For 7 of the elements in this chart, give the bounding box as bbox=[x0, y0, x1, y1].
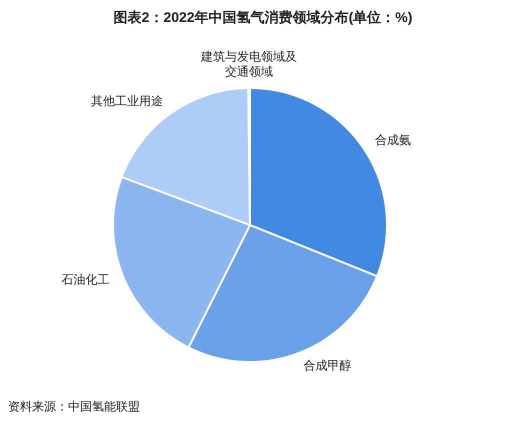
slice-label: 合成甲醇 bbox=[303, 358, 352, 373]
chart-title: 图表2：2022年中国氢气消费领域分布(单位：%) bbox=[114, 8, 412, 25]
slice-label: 合成氨 bbox=[375, 132, 412, 147]
slice-label: 石油化工 bbox=[61, 272, 110, 286]
text: 资料来源：中国氢能联盟 bbox=[8, 399, 140, 414]
slice-label: 其他工业用途 bbox=[91, 94, 164, 108]
slice-label: 建筑与发电领域及交通领域 bbox=[200, 49, 298, 78]
